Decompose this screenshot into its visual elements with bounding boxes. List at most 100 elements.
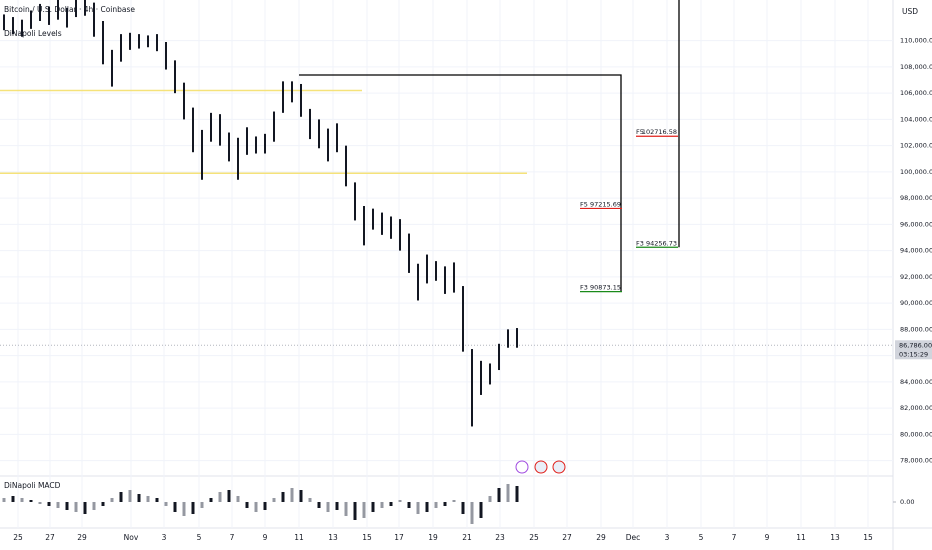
event-icons[interactable]: [515, 460, 566, 474]
indicator-label: DiNapoli Levels: [4, 29, 62, 38]
x-tick-label: 17: [394, 533, 404, 542]
x-tick-label: Dec: [626, 533, 641, 542]
macd-bar: [488, 496, 492, 502]
y-tick-label: 88,000.00: [900, 325, 932, 333]
macd-bar: [173, 502, 177, 512]
macd-bar: [38, 502, 42, 504]
currency[interactable]: USD: [902, 7, 918, 16]
y-tick-label: 82,000.00: [900, 404, 932, 412]
y-tick-label: 94,000.00: [900, 247, 932, 255]
x-tick-label: 7: [732, 533, 737, 542]
macd-bar: [20, 498, 24, 502]
y-tick-label: 102,000.00: [900, 142, 932, 150]
last-price-box: [895, 340, 932, 360]
fib-name: F5: [636, 128, 644, 136]
marks: [0, 0, 680, 524]
y-tick-label: 90,000.00: [900, 299, 932, 307]
x-tick-label: 19: [428, 533, 438, 542]
macd-bar: [2, 498, 6, 502]
y-tick-label: 106,000.00: [900, 89, 932, 97]
macd-bar: [389, 502, 393, 506]
x-tick-label: 29: [77, 533, 87, 542]
macd-label: DiNapoli MACD: [4, 481, 61, 490]
event-icon[interactable]: [515, 460, 529, 474]
macd-bar: [281, 492, 285, 502]
macd-bar: [416, 502, 420, 514]
macd-bar: [56, 502, 60, 508]
x-tick-label: 29: [596, 533, 606, 542]
x-tick-label: 9: [765, 533, 770, 542]
macd-bar: [479, 502, 483, 518]
macd-bar: [299, 490, 303, 502]
macd-bar: [245, 502, 249, 508]
x-tick-label: 11: [294, 533, 304, 542]
y-tick-label: 110,000.00: [900, 37, 932, 45]
macd-bar: [74, 502, 78, 512]
macd-bar: [200, 502, 204, 508]
fib-value: 102716.58: [642, 128, 677, 136]
event-icon[interactable]: [534, 460, 548, 474]
macd-bar: [461, 502, 465, 514]
macd-bar: [335, 502, 339, 510]
countdown: 03:15:29: [899, 350, 928, 358]
macd-bar: [497, 488, 501, 502]
macd-bar: [65, 502, 69, 510]
macd-bar: [155, 498, 159, 502]
x-tick-label: 25: [529, 533, 539, 542]
x-tick-label: 15: [362, 533, 372, 542]
macd-bar: [452, 500, 456, 502]
y-tick-label: 98,000.00: [900, 194, 932, 202]
fib-name: F5: [580, 200, 588, 208]
macd-bar: [110, 498, 114, 502]
x-tick-label: 27: [562, 533, 572, 542]
x-tick-label: 13: [830, 533, 840, 542]
macd-bar: [443, 502, 447, 506]
macd-bar: [29, 500, 33, 502]
fib-name: F3: [636, 239, 644, 247]
macd-bar: [425, 502, 429, 512]
macd-bar: [515, 486, 519, 502]
x-tick-label: 23: [495, 533, 505, 542]
x-tick-label: 15: [863, 533, 873, 542]
macd-bar: [227, 490, 231, 502]
x-tick-label: 7: [230, 533, 235, 542]
y-tick-label: 108,000.00: [900, 63, 932, 71]
macd-bar: [380, 502, 384, 508]
macd-bar: [353, 502, 357, 520]
macd-bar: [191, 502, 195, 514]
y-tick-label: 96,000.00: [900, 220, 932, 228]
fib-value: 90873.15: [590, 284, 621, 292]
y-tick-label: 84,000.00: [900, 378, 932, 386]
y-tick-label: 78,000.00: [900, 457, 932, 465]
macd-bar: [470, 502, 474, 524]
macd-bar: [182, 502, 186, 516]
macd-bar: [101, 502, 105, 506]
macd-bar: [236, 496, 240, 502]
macd-bar: [398, 500, 402, 502]
y-tick-label: 104,000.00: [900, 115, 932, 123]
macd-bar: [209, 498, 213, 502]
macd-bar: [326, 502, 330, 512]
macd-bar: [137, 494, 141, 502]
x-tick-label: 3: [665, 533, 670, 542]
y-tick-label: 80,000.00: [900, 430, 932, 438]
last-price: 86,786.00: [899, 341, 932, 349]
chart-title: Bitcoin / U.S. Dollar · 4h · Coinbase: [4, 5, 135, 14]
macd-bar: [218, 492, 222, 502]
x-tick-label: 5: [197, 533, 202, 542]
macd-bar: [83, 502, 87, 514]
macd-bar: [344, 502, 348, 516]
x-tick-label: 21: [462, 533, 472, 542]
x-tick-label: 13: [328, 533, 338, 542]
x-tick-label: 5: [699, 533, 704, 542]
grid: [0, 0, 893, 528]
x-tick-label: 9: [263, 533, 268, 542]
x-tick-label: 27: [45, 533, 55, 542]
fib-value: 97215.69: [590, 200, 621, 208]
macd-bar: [371, 502, 375, 512]
macd-bar: [317, 502, 321, 508]
macd-bar: [254, 502, 258, 512]
event-icon[interactable]: [552, 460, 566, 474]
